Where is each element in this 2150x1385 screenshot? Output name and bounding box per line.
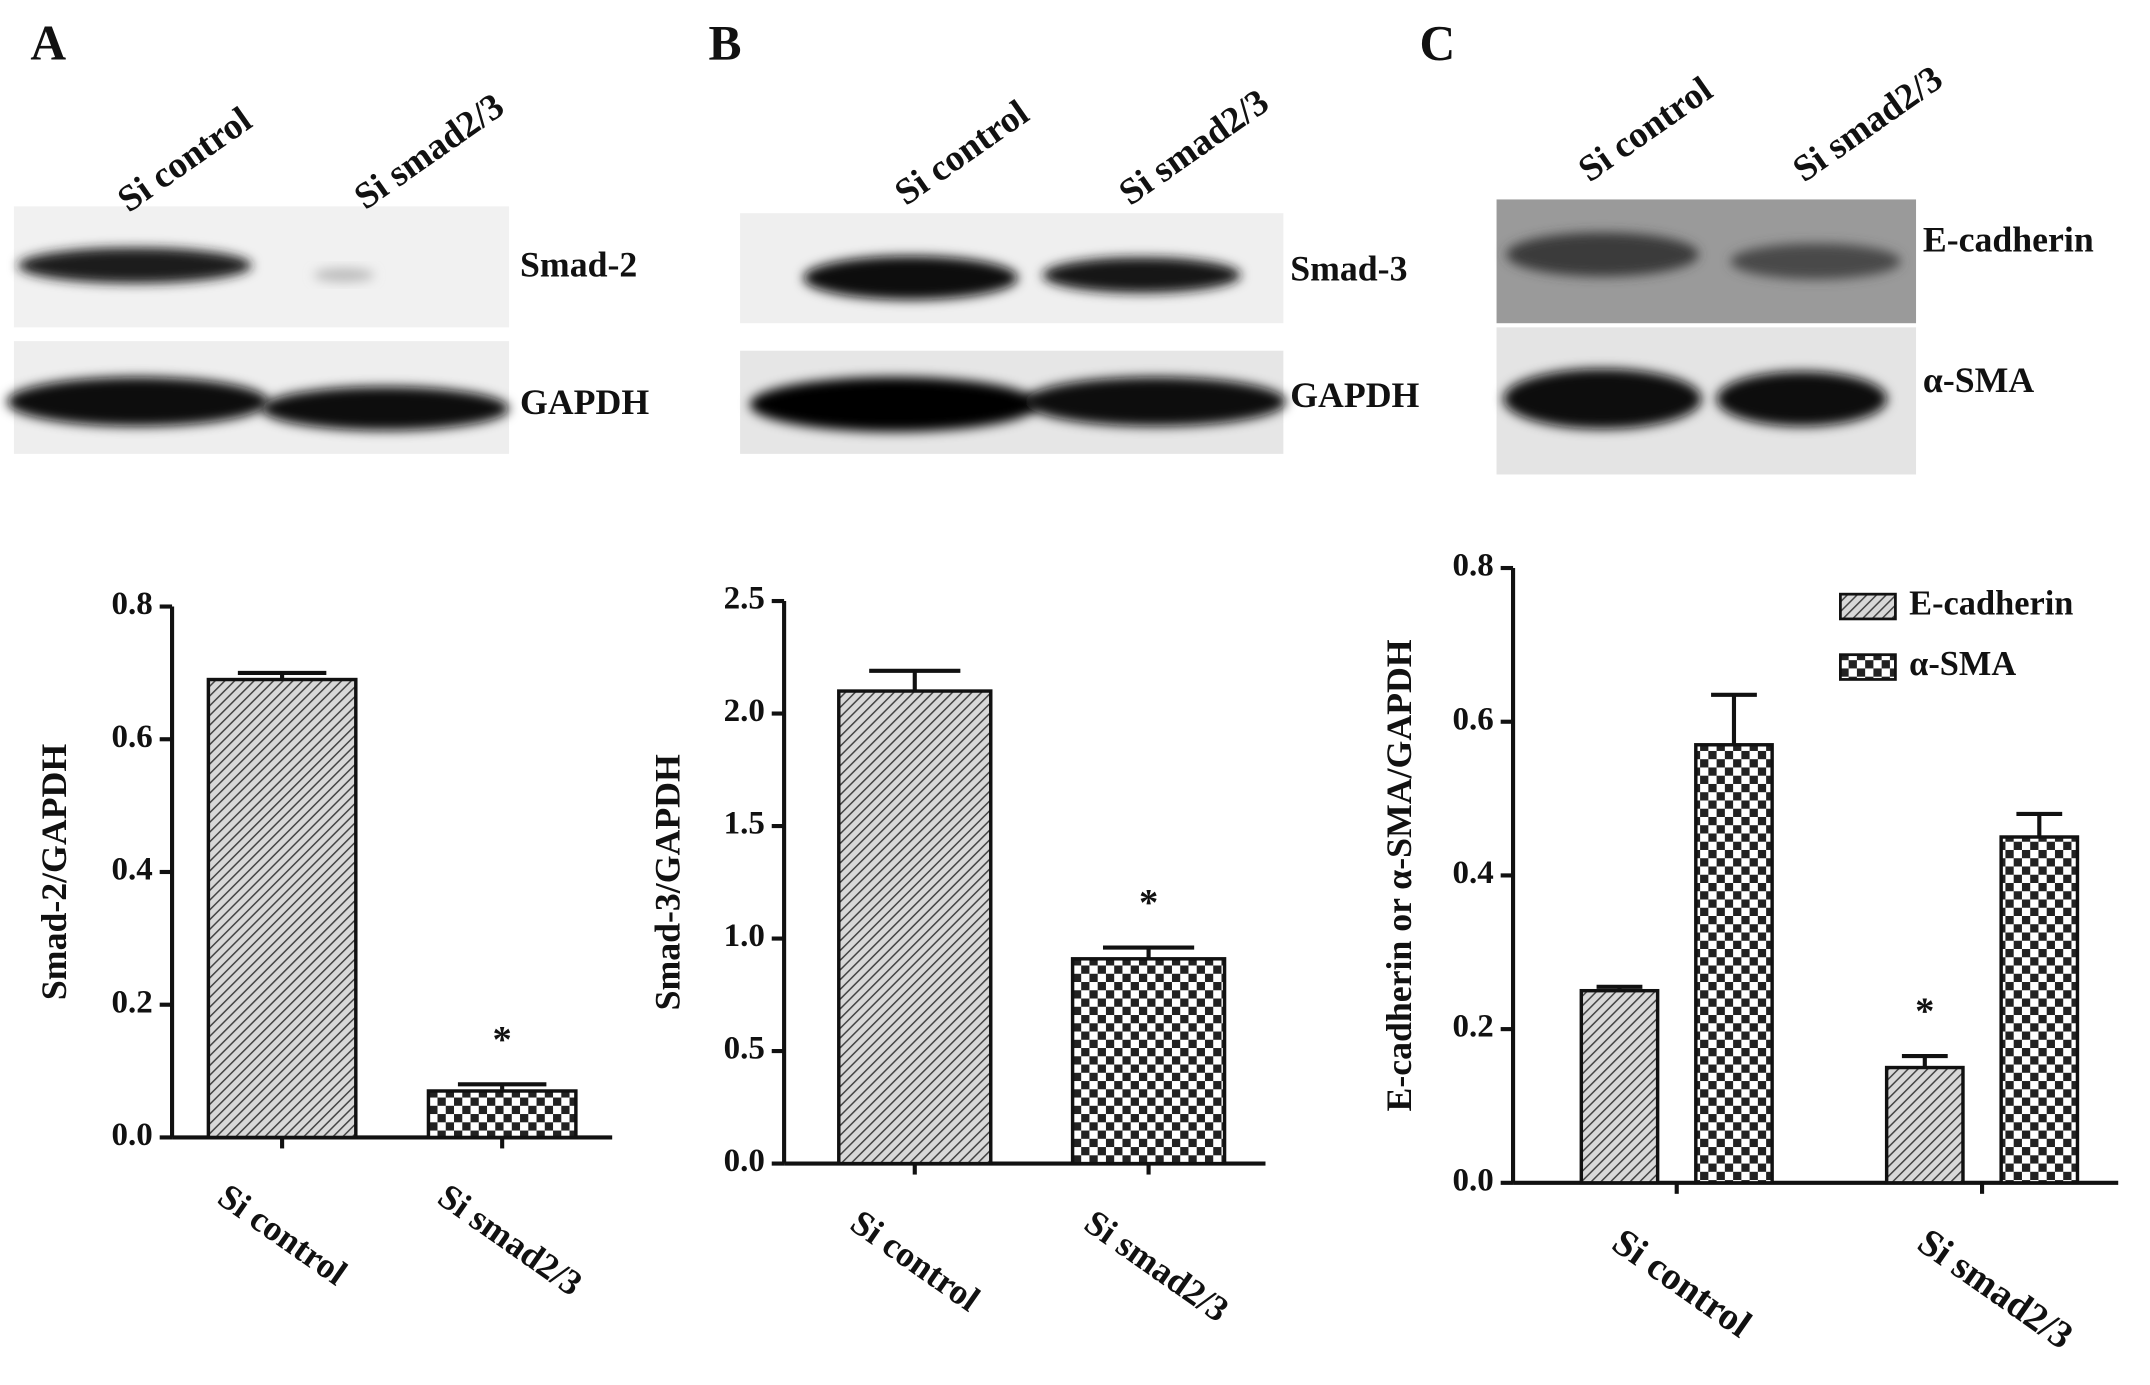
- panel-letter: B: [708, 15, 741, 70]
- y-tick-label: 0.5: [724, 1031, 765, 1067]
- bar: [1579, 988, 1660, 1185]
- error-bar: [869, 668, 961, 692]
- band-label: α-SMA: [1923, 360, 2034, 400]
- legend-label: E-cadherin: [1909, 584, 2073, 622]
- legend-swatch: [1839, 592, 1897, 621]
- error-bar: [237, 670, 327, 680]
- bar: [837, 689, 993, 1166]
- y-tick-label: 0.2: [112, 984, 153, 1020]
- error-bar: [1102, 945, 1195, 959]
- band-label: GAPDH: [1290, 375, 1419, 415]
- y-tick-label: 0.0: [112, 1117, 153, 1153]
- lane-label: Si smad2/3: [1112, 81, 1277, 213]
- significance-mark: *: [1915, 991, 1934, 1033]
- lane-label: Si smad2/3: [347, 86, 512, 218]
- x-tick-label: Si control: [211, 1176, 355, 1293]
- y-tick-label: 2.0: [724, 693, 765, 729]
- legend-label: α-SMA: [1909, 645, 2016, 683]
- error-bar: [1711, 692, 1757, 745]
- y-tick-label: 0.6: [1453, 701, 1494, 737]
- y-axis-label: Smad-3/GAPDH: [648, 754, 688, 1010]
- y-axis-label: Smad-2/GAPDH: [34, 744, 74, 1000]
- lane-label: Si control: [110, 99, 259, 220]
- y-tick-label: 0.8: [1453, 548, 1494, 584]
- panel-letter: A: [30, 15, 66, 70]
- y-tick-label: 1.5: [724, 806, 765, 842]
- x-tick-label: Si smad2/3: [431, 1176, 590, 1304]
- band-label: E-cadherin: [1923, 220, 2094, 260]
- x-tick-label: Si control: [1605, 1221, 1759, 1347]
- error-bar: [1596, 984, 1643, 991]
- blot-images: [7, 199, 1917, 475]
- y-tick-label: 0.4: [1453, 855, 1494, 891]
- bar: [1694, 743, 1774, 1185]
- error-bar: [2016, 811, 2063, 838]
- band-label: Smad-3: [1290, 249, 1407, 289]
- error-bar: [457, 1082, 547, 1091]
- y-axis-label: E-cadherin or α-SMA/GAPDH: [1379, 639, 1419, 1111]
- error-bar: [1901, 1053, 1948, 1068]
- bar: [206, 677, 358, 1140]
- y-tick-label: 1.0: [724, 918, 765, 954]
- lane-label: Si smad2/3: [1786, 58, 1951, 190]
- lane-label: Si control: [1571, 69, 1720, 190]
- legend-swatch: [1839, 653, 1897, 681]
- x-tick-label: Si smad2/3: [1077, 1202, 1236, 1330]
- x-tick-label: Si control: [844, 1202, 988, 1319]
- bar: [426, 1089, 578, 1140]
- band-label: GAPDH: [520, 382, 649, 422]
- band-label: Smad-2: [520, 244, 637, 284]
- y-tick-label: 0.0: [724, 1143, 765, 1179]
- significance-mark: *: [493, 1019, 512, 1061]
- y-tick-label: 0.6: [112, 719, 153, 755]
- y-tick-label: 0.8: [112, 586, 153, 622]
- lane-label: Si control: [888, 92, 1037, 213]
- x-tick-label: Si smad2/3: [1910, 1221, 2080, 1358]
- bar: [1999, 835, 2080, 1185]
- panel-letter: C: [1420, 15, 1456, 70]
- y-tick-label: 0.2: [1453, 1009, 1494, 1045]
- bar: [1884, 1065, 1965, 1185]
- y-tick-label: 0.4: [112, 852, 153, 888]
- bar: [1070, 957, 1227, 1166]
- y-tick-label: 0.0: [1453, 1162, 1494, 1198]
- y-tick-label: 2.5: [724, 581, 765, 617]
- significance-mark: *: [1139, 882, 1158, 924]
